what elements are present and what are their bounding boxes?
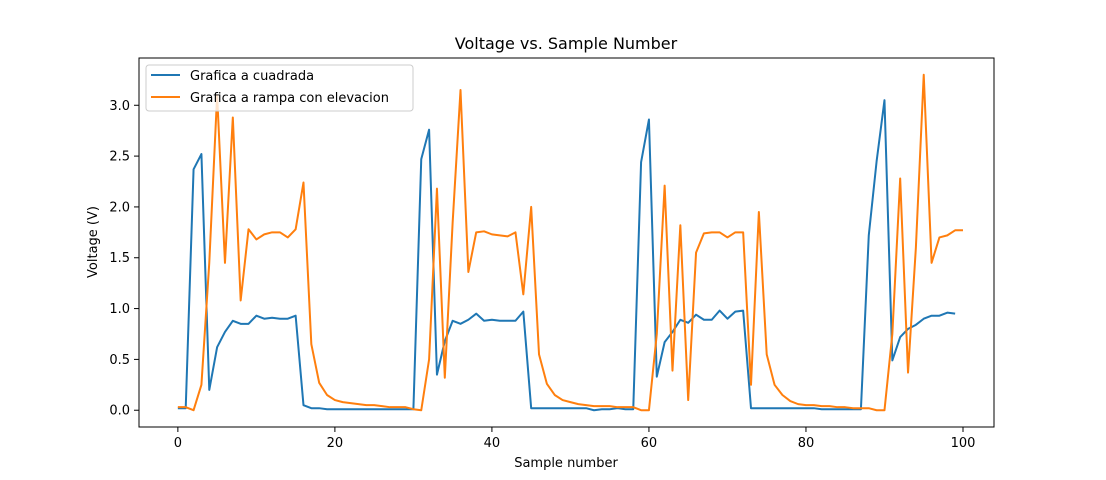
legend-box [145, 64, 414, 112]
series-line-square [177, 99, 956, 412]
legend-label-ramp: Grafica a rampa con elevacion [190, 91, 389, 106]
y-tick-label: 2.0 [109, 200, 130, 215]
x-tick-label: 60 [641, 436, 658, 451]
y-tick-label: 3.0 [109, 99, 130, 114]
y-tick-label: 1.0 [109, 302, 130, 317]
legend: Grafica a cuadrada Grafica a rampa con e… [145, 64, 414, 112]
y-tick-label: 1.5 [109, 251, 130, 266]
x-axis-label: Sample number [514, 456, 618, 471]
x-tick-label: 80 [798, 436, 815, 451]
y-tick-label: 2.5 [109, 150, 130, 165]
x-tick-label: 0 [174, 436, 182, 451]
x-tick-label: 100 [951, 436, 976, 451]
series-layer [177, 73, 963, 412]
y-axis-label: Voltage (V) [86, 206, 101, 278]
y-tick-label: 0.0 [109, 404, 130, 419]
y-tick-label: 0.5 [109, 353, 130, 368]
y-axis: 0.0 0.5 1.0 1.5 2.0 2.5 3.0 [109, 99, 139, 419]
chart-title: Voltage vs. Sample Number [455, 34, 678, 53]
x-axis: 0 20 40 60 80 100 [174, 427, 976, 451]
plot-area [138, 57, 995, 428]
series-line-ramp [177, 73, 963, 412]
axes-border [138, 57, 995, 428]
axes-frame [139, 58, 994, 427]
x-tick-label: 20 [327, 436, 344, 451]
x-tick-label: 40 [484, 436, 501, 451]
legend-label-square: Grafica a cuadrada [190, 69, 314, 84]
